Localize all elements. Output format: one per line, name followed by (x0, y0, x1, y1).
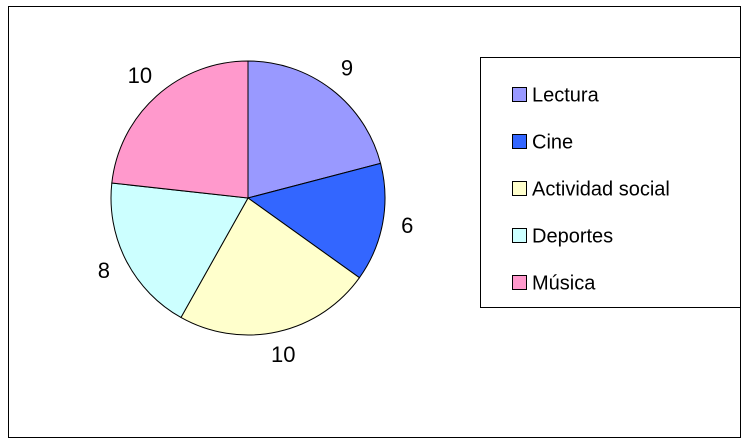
legend-label: Actividad social (532, 178, 670, 200)
pie-slice (110, 182, 249, 319)
pie-slice (111, 60, 249, 199)
legend-label: Música (532, 272, 596, 294)
data-label: 10 (271, 342, 295, 367)
legend-label: Cine (532, 131, 573, 153)
legend-swatch (512, 134, 527, 149)
data-label: 8 (98, 258, 110, 283)
pie-slice (180, 197, 361, 336)
legend-swatch (512, 228, 527, 243)
legend-swatch (512, 275, 527, 290)
legend-swatch (512, 87, 527, 102)
data-label: 6 (401, 213, 413, 238)
data-label: 10 (128, 63, 152, 88)
pie-slice (247, 60, 382, 199)
pie-slice (246, 162, 386, 279)
legend-label: Lectura (532, 84, 600, 106)
legend-label: Deportes (532, 225, 613, 247)
legend-swatch (512, 181, 527, 196)
data-label: 9 (341, 56, 353, 81)
